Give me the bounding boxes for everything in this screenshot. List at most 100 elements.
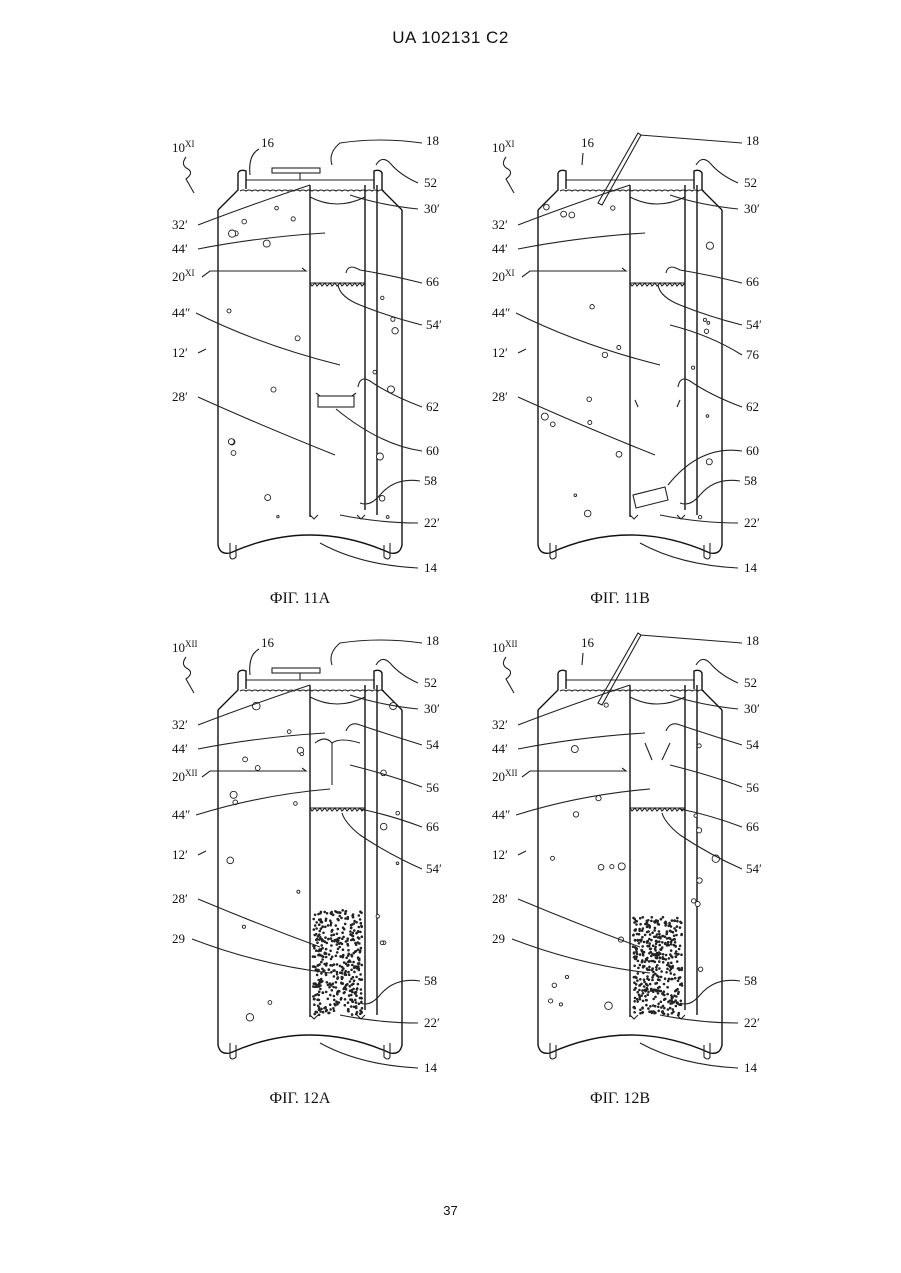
base-label: 14: [424, 560, 438, 575]
bubble: [297, 890, 300, 893]
head-leader: [198, 733, 325, 749]
bubble: [588, 421, 592, 425]
granule: [336, 973, 339, 976]
granule: [331, 964, 334, 967]
granule: [660, 970, 663, 973]
granule: [656, 921, 659, 924]
granule: [316, 993, 319, 996]
granule: [644, 934, 647, 937]
bubble: [277, 515, 279, 517]
base-leader: [640, 1043, 738, 1068]
granule: [353, 1006, 356, 1009]
label-56-leader: [350, 765, 422, 787]
granule: [316, 998, 319, 1001]
granule: [321, 958, 324, 961]
granule: [638, 989, 641, 992]
granule: [645, 983, 648, 986]
granule: [658, 951, 661, 954]
label-22p: 22′: [424, 515, 440, 530]
label-76: 76: [746, 347, 760, 362]
granule: [339, 911, 342, 914]
granule: [654, 996, 657, 999]
granule: [665, 971, 668, 974]
granule: [358, 914, 361, 917]
granule: [330, 937, 333, 940]
granule: [681, 984, 684, 987]
granule: [318, 923, 321, 926]
granule: [662, 958, 665, 961]
granule: [357, 956, 360, 959]
granule: [323, 911, 326, 914]
granule: [634, 976, 637, 979]
granule: [359, 973, 362, 976]
granule: [343, 928, 346, 931]
granule: [361, 935, 364, 938]
granule: [331, 989, 334, 992]
granule: [668, 937, 671, 940]
granule: [313, 998, 316, 1001]
granule: [353, 979, 356, 982]
granule: [318, 918, 321, 921]
granule: [312, 918, 315, 921]
granule: [650, 988, 653, 991]
label-62-leader: [678, 379, 742, 407]
label-44pp: 44″: [492, 807, 510, 822]
granule: [315, 949, 318, 952]
granule: [674, 941, 677, 944]
granule: [654, 927, 657, 930]
granule: [336, 977, 339, 980]
granule: [350, 978, 353, 981]
granule: [633, 921, 636, 924]
bubble: [265, 495, 271, 501]
label-22p-leader: [660, 1015, 738, 1023]
liquid-surface: [560, 190, 704, 191]
granule: [332, 986, 335, 989]
granule: [660, 976, 663, 979]
granule: [670, 978, 673, 981]
wall-r-label: 30′: [744, 201, 760, 216]
lid-closed: [272, 168, 320, 173]
granule: [662, 953, 665, 956]
body-leader: [198, 851, 206, 855]
granule: [654, 949, 657, 952]
granule: [322, 1011, 325, 1014]
granule: [669, 1007, 672, 1010]
bubble: [544, 204, 550, 210]
granule: [644, 960, 647, 963]
granule: [355, 950, 358, 953]
page-number: 37: [0, 1203, 901, 1218]
can-right-wall: [390, 710, 402, 1053]
label-22p-leader: [340, 515, 418, 523]
wall-l-label: 32′: [492, 217, 508, 232]
granule: [638, 928, 641, 931]
label-54p: 54′: [746, 317, 762, 332]
ref-label: 10XI: [172, 139, 195, 155]
granule: [344, 917, 347, 920]
insert-top-membrane: [310, 197, 365, 204]
granule: [650, 955, 653, 958]
granule: [677, 980, 680, 983]
granule: [646, 923, 649, 926]
granule: [338, 915, 341, 918]
granule: [312, 985, 315, 988]
granule: [642, 927, 645, 930]
granule: [636, 998, 639, 1001]
granule: [340, 998, 343, 1001]
granule: [670, 943, 673, 946]
body-label: 12′: [172, 847, 188, 862]
tab-label: 18: [426, 633, 439, 648]
granule: [670, 939, 673, 942]
granule: [336, 918, 339, 921]
top-label: 52: [424, 675, 437, 690]
granule: [648, 926, 651, 929]
granule: [323, 969, 326, 972]
bubble: [376, 915, 379, 918]
granule: [643, 985, 646, 988]
ref-leader: [503, 157, 514, 193]
cup-membrane: [315, 739, 360, 743]
label-44pp: 44″: [172, 305, 190, 320]
granule: [653, 920, 656, 923]
granule: [678, 1012, 681, 1015]
wall-r-leader: [670, 695, 738, 709]
granule: [333, 1009, 336, 1012]
